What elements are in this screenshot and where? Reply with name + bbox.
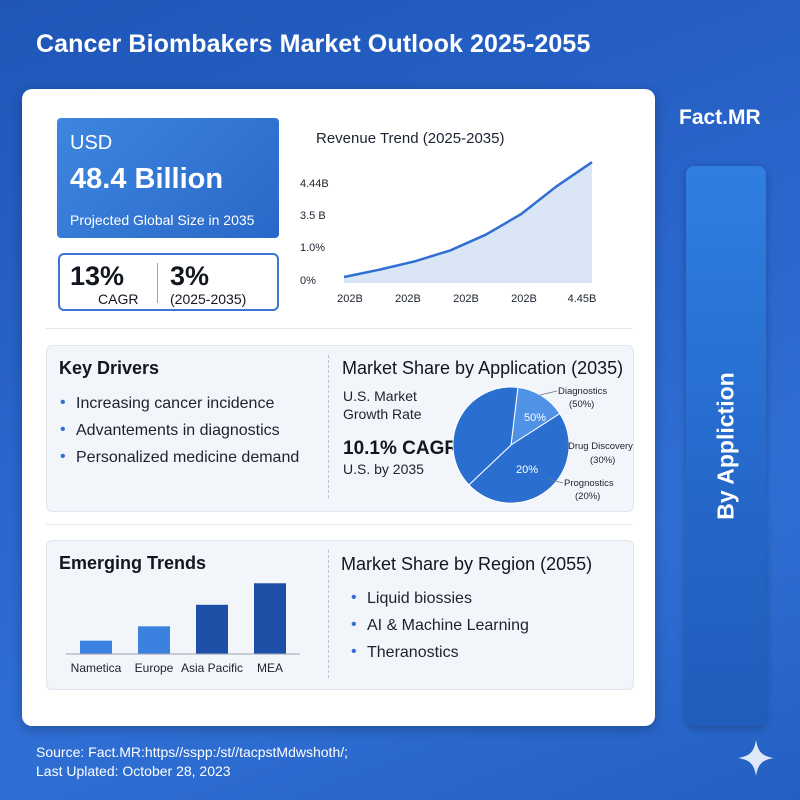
cagr-divider bbox=[157, 263, 158, 303]
pie-inner-label: 50% bbox=[524, 412, 546, 424]
market-size-card: USD 48.4 Billion Projected Global Size i… bbox=[57, 118, 279, 238]
us-cagr-caption: U.S. by 2035 bbox=[343, 461, 424, 477]
pie-slice bbox=[468, 412, 570, 504]
list-item: Advantements in diagnostics bbox=[60, 421, 299, 449]
cagr-card: 13% CAGR 3% (2025-2035) bbox=[58, 253, 279, 311]
pie-inner-label: 20% bbox=[516, 464, 538, 476]
sparkle-icon bbox=[738, 740, 774, 776]
leader-line bbox=[565, 442, 568, 447]
x-tick-label: 202B bbox=[453, 293, 479, 305]
region-title: Market Share by Region (2055) bbox=[341, 554, 593, 574]
us-cagr-value: 10.1% CAGR bbox=[343, 438, 459, 459]
pie-slice-percent: (20%) bbox=[575, 491, 600, 502]
trend-line bbox=[343, 161, 593, 279]
section-divider bbox=[46, 328, 633, 329]
category-label: Nametica bbox=[71, 661, 122, 675]
drivers-title: Key Drivers bbox=[59, 358, 160, 378]
market-size-caption: Projected Global Size in 2035 bbox=[70, 212, 255, 228]
bar bbox=[80, 640, 112, 654]
side-tab-label: By Appliction bbox=[712, 372, 739, 520]
region-list: Liquid biossies AI & Machine Learning Th… bbox=[351, 589, 529, 671]
us-market-label: U.S. Market bbox=[343, 388, 417, 404]
brand-logo: Fact.MR bbox=[679, 106, 761, 129]
bar bbox=[138, 626, 170, 654]
side-tab-by-application[interactable]: By Appliction bbox=[686, 166, 766, 726]
us-growth-label: Growth Rate bbox=[343, 406, 422, 422]
x-tick-label: 202B bbox=[395, 293, 421, 305]
last-updated: Last Uplated: October 28, 2023 bbox=[36, 763, 231, 779]
chart-title: Revenue Trend (2025-2035) bbox=[316, 130, 504, 147]
pie-slice-name: Diagnostics bbox=[558, 386, 607, 397]
pie-slice bbox=[452, 386, 519, 486]
application-title: Market Share by Application (2035) bbox=[342, 358, 624, 378]
leader-line bbox=[539, 390, 558, 396]
bar bbox=[196, 604, 228, 654]
pie-slice bbox=[510, 386, 561, 446]
leader-line bbox=[547, 478, 564, 484]
source-link[interactable]: Source: Fact.MR:https//sspp:/st//tacpstM… bbox=[36, 744, 349, 760]
pie-slice-percent: (30%) bbox=[590, 455, 615, 466]
section-divider bbox=[46, 524, 633, 525]
category-label: Europe bbox=[135, 661, 174, 675]
list-item: Increasing cancer incidence bbox=[60, 394, 299, 422]
x-tick-label: 202B bbox=[511, 293, 537, 305]
cagr-value: 13% bbox=[70, 261, 125, 291]
revenue-trend-chart: Revenue Trend (2025-2035) 0% 1.0% 3.5 B 4.4… bbox=[300, 130, 597, 305]
market-size-value: 48.4 Billion bbox=[70, 163, 224, 195]
bar bbox=[254, 583, 286, 654]
list-item: Personalized medicine demand bbox=[60, 448, 299, 476]
pie-slice-name: Drug Discovery bbox=[568, 441, 633, 452]
trend-area bbox=[344, 162, 592, 283]
category-label: MEA bbox=[257, 661, 283, 675]
pie-slice-percent: (50%) bbox=[569, 399, 594, 410]
y-tick-label: 1.0% bbox=[300, 242, 325, 254]
application-pie-chart: 50% 20% Diagnostics (50%) Drug Discovery (30%… bbox=[452, 386, 633, 504]
pie-slice-name: Prognostics bbox=[564, 478, 614, 489]
y-tick-label: 3.5 B bbox=[300, 210, 326, 222]
panel-divider bbox=[328, 550, 329, 678]
y-tick-label: 4.44B bbox=[300, 178, 329, 190]
cagr-label: CAGR bbox=[98, 291, 139, 307]
region-bar-chart: Nametica Europe Asia Pacific MEA bbox=[66, 583, 300, 675]
list-item: Theranostics bbox=[351, 643, 529, 671]
trends-region-panel bbox=[46, 540, 634, 690]
drivers-list: Increasing cancer incidence Advantements… bbox=[60, 394, 299, 476]
page-title: Cancer Biombakers Market Outlook 2025-20… bbox=[36, 30, 591, 58]
period-label: (2025-2035) bbox=[170, 291, 247, 307]
list-item: Liquid biossies bbox=[351, 589, 529, 617]
trends-title: Emerging Trends bbox=[59, 553, 207, 573]
category-label: Asia Pacific bbox=[181, 661, 243, 675]
y-tick-label: 0% bbox=[300, 275, 316, 287]
panel-divider bbox=[328, 355, 329, 498]
period-value: 3% bbox=[170, 261, 210, 291]
list-item: AI & Machine Learning bbox=[351, 616, 529, 644]
x-tick-label: 4.45B bbox=[568, 293, 597, 305]
currency-label: USD bbox=[70, 132, 113, 154]
x-tick-label: 202B bbox=[337, 293, 363, 305]
